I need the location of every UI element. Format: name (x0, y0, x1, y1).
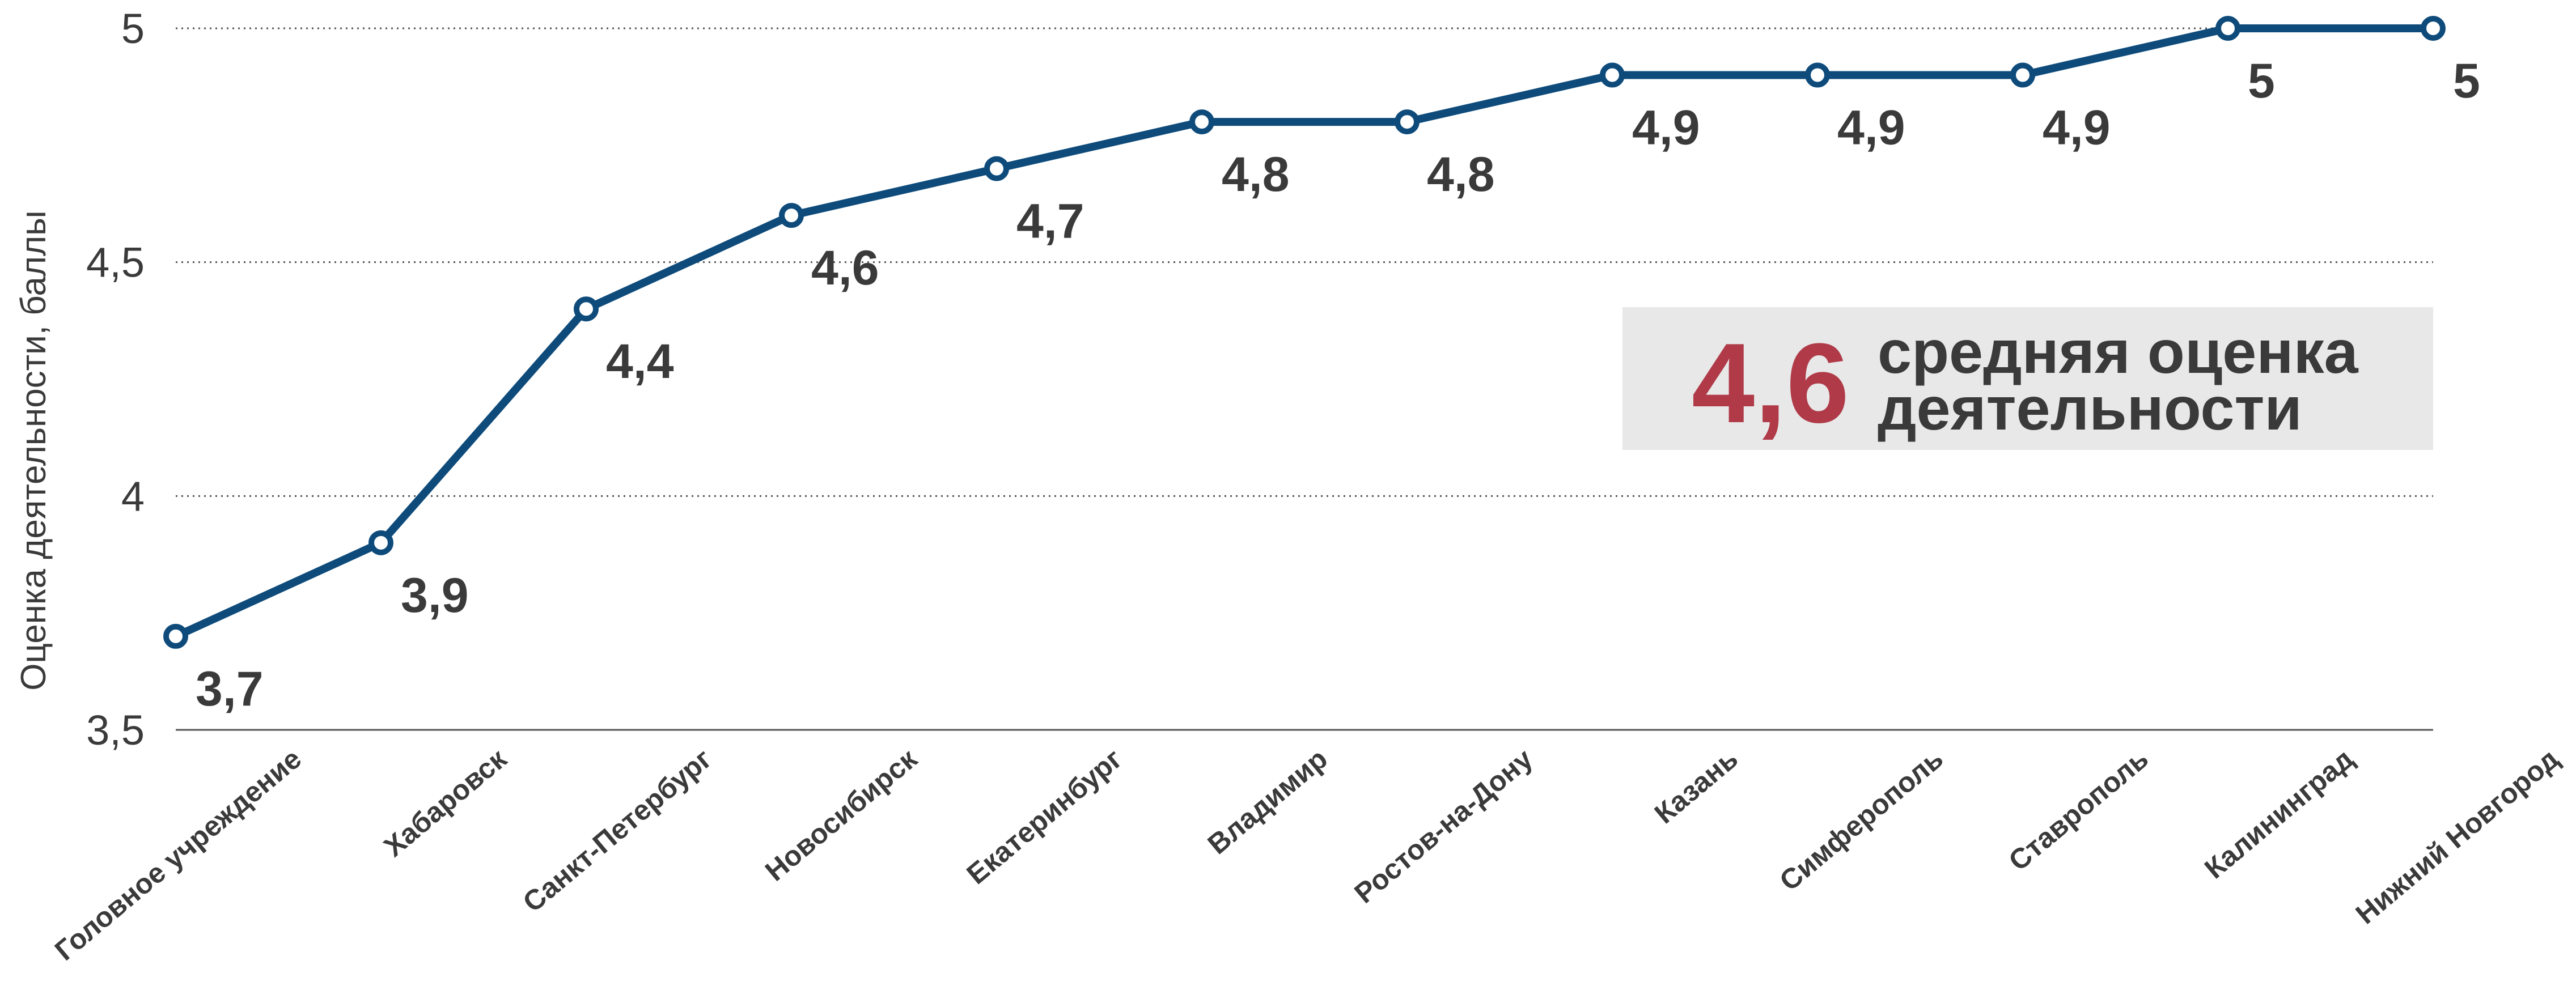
x-tick-label: Санкт-Петербург (517, 743, 718, 919)
data-label: 4,8 (1427, 147, 1495, 202)
data-point (2215, 16, 2240, 41)
x-tick-label: Нижний Новгород (2350, 743, 2565, 930)
x-axis-ticks: Головное учреждение Хабаровск Санкт-Петерб… (49, 742, 2565, 967)
x-tick-label: Казань (1649, 743, 1744, 830)
x-tick-label: Калининград (2198, 743, 2359, 885)
data-point (1189, 109, 1214, 135)
data-label: 5 (2248, 54, 2275, 108)
average-callout: 4,6 средняя оценка деятельности (1622, 307, 2433, 450)
data-point (1395, 109, 1420, 135)
y-axis-label: Оценка деятельности, баллы (14, 210, 53, 690)
x-tick-label: Хабаровск (378, 742, 512, 863)
data-point (368, 530, 393, 555)
x-tick-label: Владимир (1202, 743, 1333, 861)
data-label: 4,9 (1837, 101, 1905, 155)
data-point (1600, 62, 1625, 88)
series-line (174, 24, 2433, 640)
callout-value: 4,6 (1692, 320, 1849, 447)
data-point (984, 156, 1009, 181)
data-point (1805, 62, 1830, 88)
data-point (2010, 62, 2035, 88)
data-point (163, 623, 188, 649)
data-point (779, 203, 804, 228)
y-tick-label: 4,5 (86, 239, 145, 286)
y-axis-ticks: 3,5 4 4,5 5 (86, 5, 145, 754)
x-tick-label: Ростов-на-Дону (1349, 742, 1539, 909)
y-tick-label: 5 (121, 5, 145, 52)
y-tick-label: 4 (121, 473, 145, 520)
grid-lines (176, 27, 2433, 497)
data-label: 4,9 (2043, 101, 2111, 155)
callout-background (1622, 307, 2433, 450)
data-label: 4,9 (1632, 101, 1700, 155)
x-tick-label: Новосибирск (759, 742, 923, 887)
callout-line-2: деятельности (1878, 374, 2302, 443)
x-tick-label: Головное учреждение (49, 743, 307, 967)
x-tick-label: Симферополь (1773, 743, 1949, 897)
series-layer: 3,7 3,9 4,4 4,6 4,7 4,8 4,8 4,9 4,9 4,9 5 5 (163, 16, 2480, 716)
y-tick-label: 3,5 (86, 707, 145, 754)
data-point (574, 296, 599, 322)
x-tick-label: Екатеринбург (961, 743, 1128, 891)
data-point (2421, 16, 2446, 41)
x-tick-label: Ставрополь (2003, 743, 2155, 877)
data-label: 4,8 (1222, 147, 1290, 202)
data-label: 3,7 (196, 662, 264, 716)
data-label: 4,4 (606, 334, 674, 389)
data-label: 5 (2453, 54, 2480, 108)
data-label: 4,7 (1016, 194, 1084, 249)
data-label: 4,6 (811, 241, 879, 295)
data-label: 3,9 (401, 568, 469, 623)
callout-line-1: средняя оценка (1878, 317, 2359, 386)
